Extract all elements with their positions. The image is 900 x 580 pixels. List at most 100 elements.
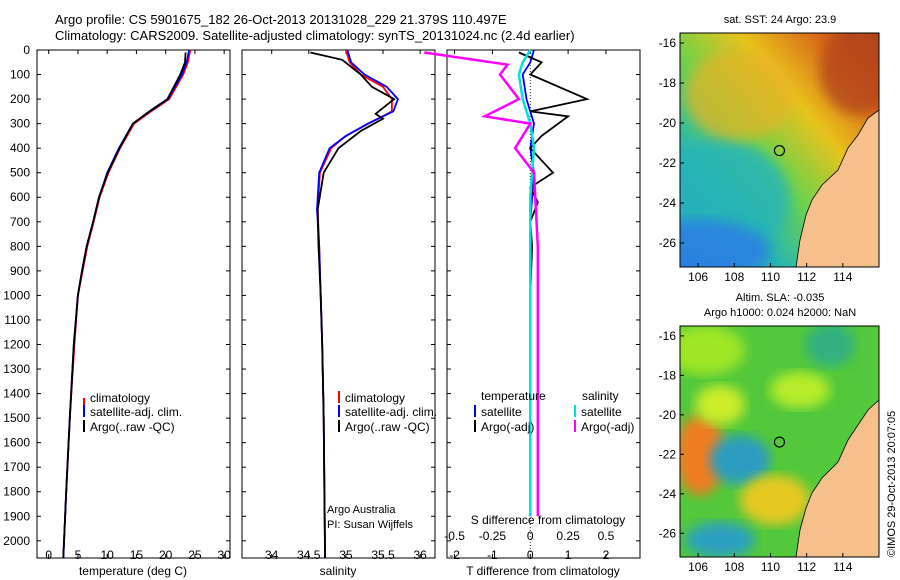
s-tick-label: -0.5 — [444, 529, 465, 543]
annotation-argo-australia: Argo Australia — [327, 504, 396, 516]
map-y-tick-label: -20 — [659, 116, 677, 130]
sla-blob — [805, 326, 855, 367]
difference-legend: temperature salinity satellite Argo(-adj… — [474, 389, 634, 434]
series-line-difference — [517, 49, 536, 517]
sst-map-title: sat. SST: 24 Argo: 23.9 — [724, 14, 837, 26]
y-tick-label: 1000 — [3, 288, 30, 302]
y-tick-label: 1800 — [3, 485, 30, 499]
x-tick-label: 15 — [130, 548, 144, 562]
legend-label-satellite: satellite-adj. clim. — [345, 405, 437, 419]
difference-axes — [446, 49, 641, 559]
legend-label-s-argo: Argo(-adj) — [581, 420, 634, 434]
salinity-legend: climatology satellite-adj. clim. Argo(..… — [338, 391, 437, 434]
sla-map: Altim. SLA: -0.035 Argo h1000: 0.024 h20… — [659, 292, 880, 574]
legend-label-s-satellite: satellite — [581, 405, 622, 419]
sst-warm-blob — [685, 50, 795, 140]
map-x-tick-label: 114 — [833, 270, 852, 284]
legend-label-t-satellite: satellite — [481, 405, 522, 419]
legend-label-t-argo: Argo(-adj) — [481, 420, 534, 434]
series-line-temperature — [62, 49, 190, 559]
y-tick-label: 1400 — [3, 387, 30, 401]
map-y-tick-label: -18 — [659, 368, 677, 382]
x-tick-label: 25 — [188, 548, 202, 562]
temperature-axes — [36, 49, 231, 559]
sst-hot-blob — [820, 33, 879, 115]
salinity-axes — [241, 49, 436, 559]
y-tick-label: 300 — [10, 117, 30, 131]
map-y-tick-label: -18 — [659, 76, 677, 90]
series-line-salinity — [316, 49, 393, 559]
t-difference-x-label: T difference from climatology — [466, 564, 620, 578]
legend-label-argo: Argo(..raw -QC) — [90, 420, 175, 434]
map-x-tick-label: 110 — [761, 560, 780, 574]
map-y-tick-label: -26 — [659, 236, 677, 250]
y-tick-label: 0 — [23, 43, 30, 57]
y-tick-label: 900 — [10, 264, 30, 278]
x-tick-label: 1 — [565, 548, 572, 562]
x-tick-label: -1 — [487, 548, 498, 562]
s-tick-label: 0.5 — [598, 529, 615, 543]
sla-blob — [680, 326, 745, 375]
sla-blob — [685, 522, 755, 557]
sla-blob — [695, 385, 745, 425]
y-tick-label: 400 — [10, 141, 30, 155]
s-tick-label: -0.25 — [479, 529, 507, 543]
y-tick-label: 1200 — [3, 337, 30, 351]
x-tick-label: 20 — [159, 548, 173, 562]
map-y-tick-label: -24 — [659, 196, 677, 210]
salinity-x-label: salinity — [320, 564, 357, 578]
y-tick-label: 1900 — [3, 509, 30, 523]
legend-label-climatology: climatology — [90, 391, 150, 405]
map-x-tick-label: 108 — [724, 270, 744, 284]
x-tick-label: 34.5 — [297, 548, 321, 562]
series-line-salinity — [316, 49, 399, 559]
y-tick-label: 1100 — [4, 313, 30, 327]
legend-header-temperature: temperature — [481, 389, 546, 403]
annotation-pi: PI: Susan Wijffels — [327, 519, 413, 531]
sst-map-frame — [679, 32, 880, 268]
map-x-tick-label: 106 — [688, 560, 708, 574]
x-tick-label: 36 — [413, 548, 427, 562]
x-tick-label: 35.5 — [371, 548, 395, 562]
legend-label-satellite: satellite-adj. clim. — [90, 405, 182, 419]
map-x-tick-label: 110 — [761, 270, 780, 284]
imos-timestamp: ©IMOS 29-Oct-2013 20:07:05 — [886, 410, 898, 557]
sla-map-title: Altim. SLA: -0.035 — [736, 292, 825, 304]
s-tick-label: 0 — [527, 529, 534, 543]
map-y-tick-label: -16 — [659, 36, 677, 50]
map-y-tick-label: -24 — [659, 487, 677, 501]
sla-map-subtitle: Argo h1000: 0.024 h2000: NaN — [704, 307, 856, 319]
x-tick-label: 0 — [45, 548, 52, 562]
sla-blob — [680, 415, 725, 495]
series-line-temperature — [62, 52, 187, 559]
series-line-salinity — [310, 51, 396, 559]
temperature-x-label: temperature (deg C) — [79, 564, 187, 578]
s-difference-label: S difference from climatology — [471, 513, 626, 527]
title-line-2: Climatology: CARS2009. Satellite-adjuste… — [55, 28, 575, 43]
figure-title: Argo profile: CS 5901675_182 26-Oct-2013… — [55, 12, 655, 44]
x-tick-label: -2 — [449, 548, 460, 562]
legend-header-salinity: salinity — [582, 389, 619, 403]
y-tick-label: 500 — [10, 166, 30, 180]
x-tick-label: 5 — [75, 548, 82, 562]
map-y-tick-label: -22 — [659, 447, 677, 461]
y-tick-label: 600 — [10, 190, 30, 204]
x-tick-label: 34 — [265, 548, 279, 562]
sla-land — [795, 399, 879, 557]
sst-map: sat. SST: 24 Argo: 23.9 106 108 110 112 114 -… — [659, 14, 880, 284]
sla-blob — [740, 475, 810, 525]
y-tick-label: 2000 — [3, 534, 30, 548]
legend-label-climatology: climatology — [345, 391, 405, 405]
sst-argo-position-marker — [773, 144, 786, 157]
x-tick-label: 10 — [101, 548, 115, 562]
y-tick-label: 700 — [10, 215, 30, 229]
series-line-temperature — [62, 49, 192, 559]
map-x-tick-label: 106 — [688, 270, 708, 284]
x-tick-label: 30 — [217, 548, 231, 562]
y-tick-label: 1700 — [3, 460, 30, 474]
legend-label-argo: Argo(..raw -QC) — [345, 420, 430, 434]
map-y-tick-label: -26 — [659, 526, 677, 540]
y-tick-label: 1600 — [3, 436, 30, 450]
sst-land — [795, 109, 879, 267]
